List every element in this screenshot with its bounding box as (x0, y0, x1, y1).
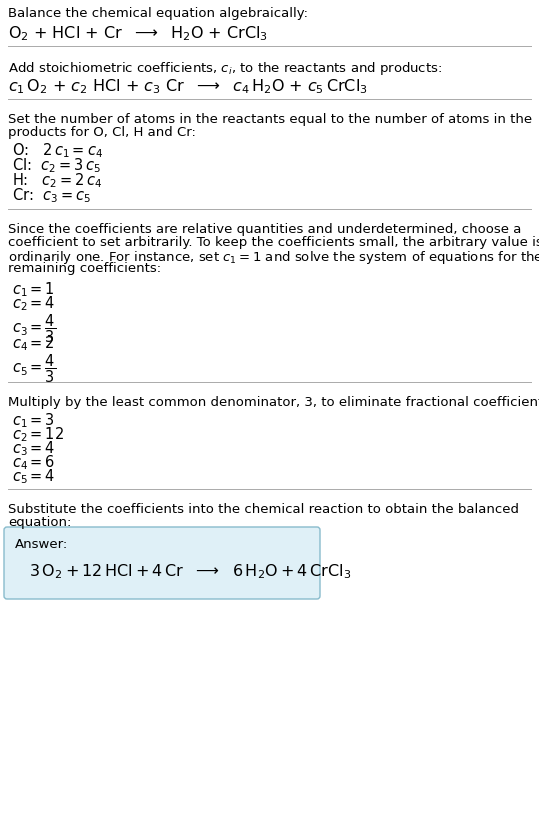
Text: $c_3 = \dfrac{4}{3}$: $c_3 = \dfrac{4}{3}$ (12, 312, 56, 344)
Text: $c_5 = 4$: $c_5 = 4$ (12, 467, 56, 486)
Text: H:   $c_2 = 2\,c_4$: H: $c_2 = 2\,c_4$ (12, 171, 102, 190)
Text: Multiply by the least common denominator, 3, to eliminate fractional coefficient: Multiply by the least common denominator… (8, 396, 539, 409)
Text: $c_1 = 3$: $c_1 = 3$ (12, 411, 55, 430)
Text: O:   $2\,c_1 = c_4$: O: $2\,c_1 = c_4$ (12, 141, 103, 159)
Text: Cl:  $c_2 = 3\,c_5$: Cl: $c_2 = 3\,c_5$ (12, 156, 101, 175)
Text: products for O, Cl, H and Cr:: products for O, Cl, H and Cr: (8, 126, 196, 139)
Text: $c_1\,\mathrm{O_2}$ + $c_2$ HCl + $c_3$ Cr  $\longrightarrow$  $c_4\,\mathrm{H_2: $c_1\,\mathrm{O_2}$ + $c_2$ HCl + $c_3$ … (8, 77, 368, 95)
Text: $c_2 = 4$: $c_2 = 4$ (12, 294, 56, 312)
FancyBboxPatch shape (4, 527, 320, 599)
Text: remaining coefficients:: remaining coefficients: (8, 262, 161, 275)
Text: ordinarily one. For instance, set $c_1 = 1$ and solve the system of equations fo: ordinarily one. For instance, set $c_1 =… (8, 249, 539, 266)
Text: $c_2 = 12$: $c_2 = 12$ (12, 425, 64, 444)
Text: Since the coefficients are relative quantities and underdetermined, choose a: Since the coefficients are relative quan… (8, 223, 521, 236)
Text: Add stoichiometric coefficients, $c_i$, to the reactants and products:: Add stoichiometric coefficients, $c_i$, … (8, 60, 442, 77)
Text: $c_1 = 1$: $c_1 = 1$ (12, 280, 55, 298)
Text: $c_5 = \dfrac{4}{3}$: $c_5 = \dfrac{4}{3}$ (12, 352, 56, 385)
Text: Answer:: Answer: (15, 538, 68, 551)
Text: Balance the chemical equation algebraically:: Balance the chemical equation algebraica… (8, 7, 308, 20)
Text: coefficient to set arbitrarily. To keep the coefficients small, the arbitrary va: coefficient to set arbitrarily. To keep … (8, 236, 539, 249)
Text: $3\,\mathrm{O_2} + 12\,\mathrm{HCl} + 4\,\mathrm{Cr}$  $\longrightarrow$  $6\,\m: $3\,\mathrm{O_2} + 12\,\mathrm{HCl} + 4\… (29, 562, 351, 580)
Text: Substitute the coefficients into the chemical reaction to obtain the balanced: Substitute the coefficients into the che… (8, 503, 519, 516)
Text: Cr:  $c_3 = c_5$: Cr: $c_3 = c_5$ (12, 186, 91, 205)
Text: $\mathrm{O_2}$ + HCl + Cr  $\longrightarrow$  $\mathrm{H_2O}$ + $\mathrm{CrCl_3}: $\mathrm{O_2}$ + HCl + Cr $\longrightarr… (8, 24, 268, 43)
Text: $c_4 = 6$: $c_4 = 6$ (12, 453, 56, 472)
Text: $c_3 = 4$: $c_3 = 4$ (12, 439, 56, 458)
Text: $c_4 = 2$: $c_4 = 2$ (12, 334, 55, 353)
Text: equation:: equation: (8, 516, 71, 529)
Text: Set the number of atoms in the reactants equal to the number of atoms in the: Set the number of atoms in the reactants… (8, 113, 532, 126)
